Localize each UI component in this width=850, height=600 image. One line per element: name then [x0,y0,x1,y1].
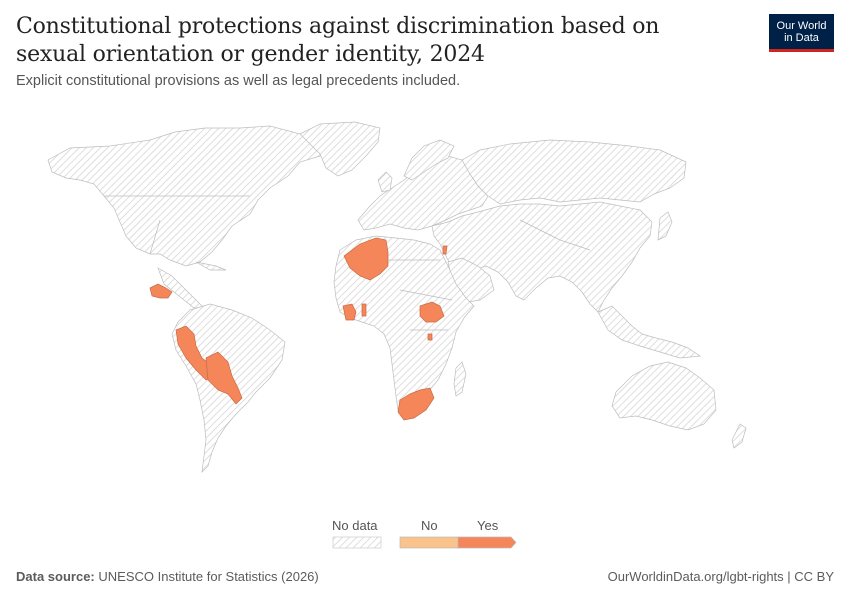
country-south-africa[interactable] [397,387,435,421]
source-label: Data source: [16,569,95,584]
legend-label-no: No [421,518,438,533]
world-map-svg [47,121,747,473]
logo-line-1: Our World [776,19,827,32]
country-scandinavia[interactable] [403,139,455,181]
country-uk[interactable] [377,171,393,193]
country-greenland[interactable] [299,121,381,177]
country-bolivia-paraguay[interactable] [205,351,243,405]
source-link[interactable]: UNESCO Institute for Statistics (2026) [98,569,319,584]
border-lines [104,195,591,331]
country-southeast-asia[interactable] [597,305,702,359]
country-cuba[interactable] [195,261,227,271]
map-legend: No data No Yes [330,515,530,555]
country-uganda[interactable] [427,333,433,341]
chart-title: Constitutional protections against discr… [16,14,660,67]
no-data-countries [47,121,747,473]
legend-label-no-data: No data [332,518,378,533]
country-japan[interactable] [657,211,673,241]
owid-url-link[interactable]: OurWorldinData.org/lgbt-rights | CC BY [607,569,834,584]
country-madagascar[interactable] [453,361,467,397]
legend-swatches [332,536,517,549]
logo-line-2: in Data [784,31,819,44]
country-new-zealand[interactable] [731,423,747,449]
country-guatemala-honduras[interactable] [149,283,173,299]
country-ghana[interactable] [361,303,367,317]
country-south-sudan[interactable] [419,301,445,323]
country-russia[interactable] [461,139,687,205]
world-map[interactable] [0,100,850,520]
legend-swatch-yes[interactable] [457,536,517,549]
yes-countries [149,237,448,421]
legend-label-yes: Yes [477,518,499,533]
chart-subtitle: Explicit constitutional provisions as we… [16,73,461,89]
country-algeria[interactable] [343,237,389,281]
owid-logo[interactable]: Our World in Data [769,14,834,52]
footer-url: OurWorldinData.org/lgbt-rights | CC BY [608,569,834,584]
country-israel[interactable] [442,245,448,255]
country-cote-divoire[interactable] [342,303,357,321]
legend-swatch-no[interactable] [399,536,459,549]
legend-swatch-no-data[interactable] [332,536,382,549]
footer-source: Data source: UNESCO Institute for Statis… [16,569,319,584]
country-australia[interactable] [611,361,717,431]
